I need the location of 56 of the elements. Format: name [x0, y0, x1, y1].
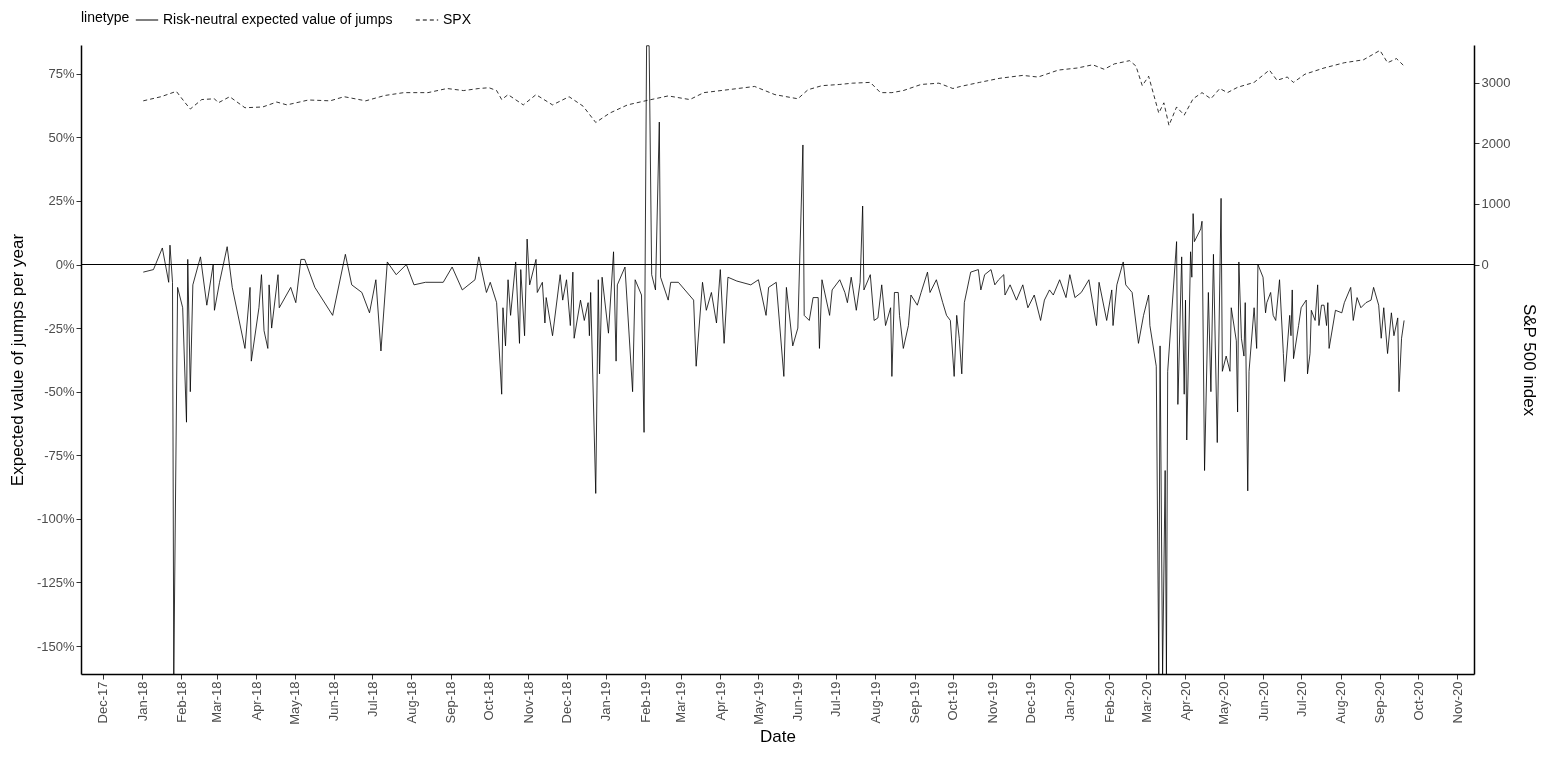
y-tick-label: -25% [44, 320, 75, 336]
x-tick-label: Oct-19 [945, 681, 961, 721]
x-tick-label: Jan-19 [598, 681, 614, 722]
x-tick-label: Feb-20 [1101, 681, 1117, 723]
y2-tick-label: 2000 [1481, 135, 1511, 151]
x-tick-label: Aug-19 [867, 681, 883, 724]
x-tick-label: Nov-18 [520, 681, 536, 724]
y2-axis-title: S&P 500 index [1520, 303, 1540, 417]
legend-title: linetype [81, 9, 130, 25]
x-tick-label: Mar-20 [1138, 681, 1154, 723]
x-tick-label: Jan-20 [1062, 681, 1078, 722]
y-tick-label: -50% [44, 384, 75, 400]
x-tick-label: May-20 [1216, 681, 1232, 725]
x-tick-label: Jul-20 [1293, 681, 1309, 717]
y-tick-label: 25% [48, 193, 75, 209]
y-tick-label: -100% [36, 511, 75, 527]
y-tick-label: 0% [55, 257, 75, 272]
x-tick-label: Jul-18 [364, 681, 380, 717]
y2-tick-label: 0 [1481, 257, 1489, 273]
x-tick-label: Jul-19 [828, 681, 844, 717]
y-tick-label: -125% [36, 574, 75, 590]
x-tick-label: Jun-18 [326, 681, 342, 722]
x-tick-label: Sep-18 [443, 681, 459, 724]
x-tick-label: Aug-20 [1333, 681, 1349, 724]
y-axis-title: Expected value of jumps per year [7, 233, 27, 487]
x-tick-label: Jun-19 [790, 681, 806, 722]
x-tick-label: Dec-17 [95, 681, 111, 724]
x-tick-label: Apr-20 [1177, 681, 1193, 721]
y-tick-label: 75% [48, 66, 75, 82]
x-tick-label: Nov-19 [984, 681, 1000, 724]
x-tick-label: Oct-20 [1410, 681, 1426, 721]
x-tick-label: Feb-18 [173, 681, 189, 723]
y2-tick-label: 1000 [1481, 196, 1511, 212]
legend-label: SPX [443, 11, 472, 27]
y-tick-label: 50% [48, 129, 75, 145]
x-axis-title: Date [760, 726, 796, 746]
x-tick-label: Aug-18 [403, 681, 419, 724]
x-tick-label: May-19 [750, 681, 766, 725]
legend-label: Risk-neutral expected value of jumps [163, 11, 393, 27]
y-tick-label: -75% [44, 447, 75, 463]
x-tick-label: Feb-19 [637, 681, 653, 723]
x-tick-label: Nov-20 [1449, 681, 1465, 724]
x-tick-label: Jan-18 [134, 681, 150, 722]
x-tick-label: Apr-19 [712, 681, 728, 721]
x-tick-label: Dec-19 [1022, 681, 1038, 724]
x-tick-label: Jun-20 [1255, 681, 1271, 722]
x-tick-label: Sep-20 [1372, 681, 1388, 724]
x-tick-label: May-18 [287, 681, 303, 725]
x-tick-label: Sep-19 [907, 681, 923, 724]
x-tick-label: Mar-19 [673, 681, 689, 723]
y-tick-label: -150% [36, 638, 75, 654]
x-tick-label: Apr-18 [248, 681, 264, 721]
x-tick-label: Oct-18 [481, 681, 497, 721]
x-tick-label: Mar-18 [209, 681, 225, 723]
y2-tick-label: 3000 [1481, 75, 1511, 91]
x-tick-label: Dec-18 [559, 681, 575, 724]
